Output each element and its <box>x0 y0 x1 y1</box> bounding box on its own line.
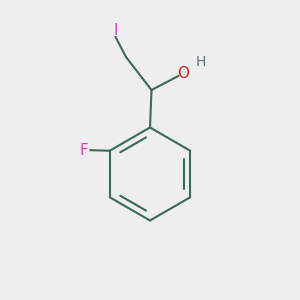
Text: H: H <box>195 55 206 68</box>
Text: I: I <box>113 23 118 38</box>
Text: F: F <box>80 143 88 158</box>
Text: O: O <box>177 66 189 81</box>
